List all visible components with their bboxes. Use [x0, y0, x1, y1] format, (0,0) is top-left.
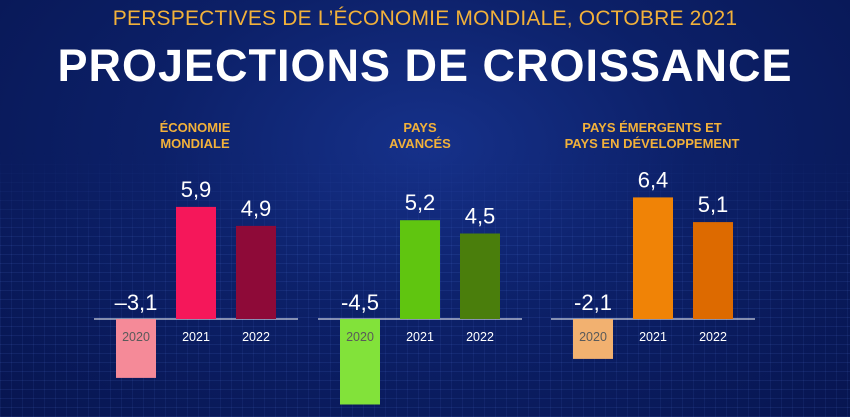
group-title-line: ÉCONOMIE — [160, 120, 231, 135]
value-label: -2,1 — [574, 290, 612, 315]
group-title-line: PAYS ÉMERGENTS ET — [582, 120, 721, 135]
tick-label: 2020 — [122, 330, 150, 344]
value-label: 4,5 — [465, 204, 496, 229]
bar — [400, 220, 440, 319]
value-label: -4,5 — [341, 290, 379, 315]
tick-label: 2021 — [406, 330, 434, 344]
group-title-line: PAYS EN DÉVELOPPEMENT — [565, 136, 740, 151]
bar — [116, 319, 156, 378]
bar — [460, 233, 500, 319]
tick-label: 2021 — [639, 330, 667, 344]
page-subtitle: PERSPECTIVES DE L’ÉCONOMIE MONDIALE, OCT… — [112, 7, 738, 30]
bar — [693, 222, 733, 319]
tick-label: 2020 — [346, 330, 374, 344]
bar — [633, 197, 673, 319]
value-label: 4,9 — [241, 196, 272, 221]
value-label: 5,1 — [698, 192, 729, 217]
page-title: PROJECTIONS DE CROISSANCE — [57, 40, 793, 91]
bar — [176, 206, 216, 319]
value-label: –3,1 — [115, 290, 158, 315]
value-label: 6,4 — [638, 167, 669, 192]
tick-label: 2021 — [182, 330, 210, 344]
value-label: 5,2 — [405, 190, 436, 215]
tick-label: 2022 — [242, 330, 270, 344]
bar — [236, 225, 276, 319]
bar — [573, 319, 613, 359]
tick-label: 2022 — [699, 330, 727, 344]
value-label: 5,9 — [181, 177, 212, 202]
group-title-line: MONDIALE — [160, 136, 230, 151]
group-title-line: AVANCÉS — [389, 136, 451, 151]
group-title-line: PAYS — [403, 120, 437, 135]
tick-label: 2020 — [579, 330, 607, 344]
bar — [340, 319, 380, 405]
tick-label: 2022 — [466, 330, 494, 344]
